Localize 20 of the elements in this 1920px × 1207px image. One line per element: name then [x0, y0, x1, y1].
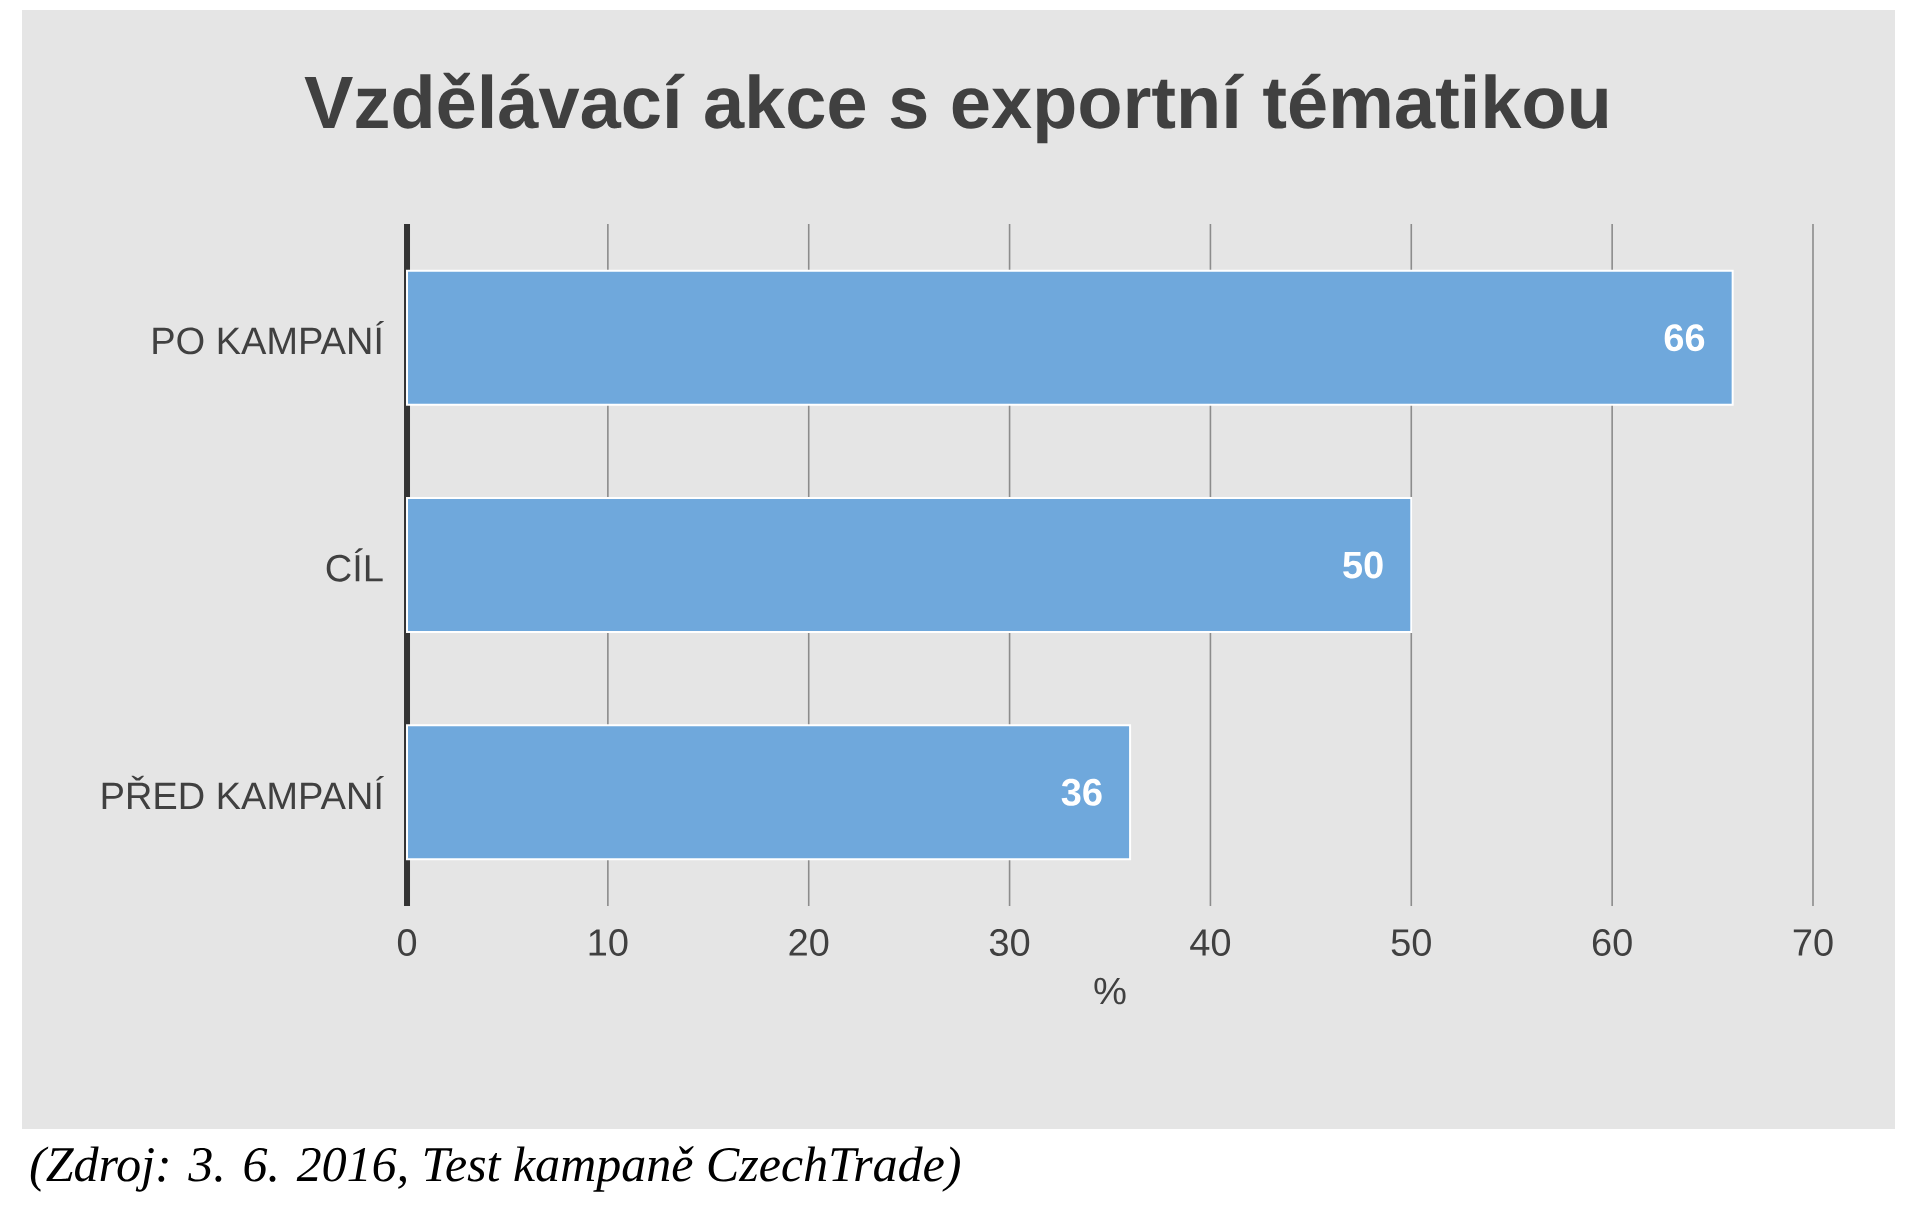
chart-title: Vzdělávací akce s exportní tématikou	[304, 72, 1607, 144]
text: (Zdroj: 3. 6. 2016, Test kampaně CzechTrade)	[30, 1146, 960, 1192]
x-tick-label: 20	[789, 929, 829, 956]
x-tick-label: 60	[1592, 929, 1632, 956]
y-tick-label: PO KAMPANÍ	[153, 321, 384, 355]
x-axis-title: %	[1094, 977, 1126, 1005]
data-label: 66	[1664, 324, 1705, 352]
y-tick-label: CÍL	[326, 548, 383, 582]
data-label: 36	[1061, 778, 1102, 806]
x-tick-label: 30	[989, 929, 1030, 956]
bar	[406, 269, 1734, 406]
x-tick-label: 10	[589, 929, 628, 956]
x-tick-label: 0	[397, 929, 417, 956]
bar	[406, 724, 1132, 861]
x-tick-label: 70	[1793, 929, 1833, 956]
bar	[406, 497, 1413, 634]
y-tick-label: PŘED KAMPANÍ	[102, 775, 384, 809]
data-label: 50	[1343, 551, 1383, 579]
x-tick-label: 50	[1391, 929, 1431, 956]
x-tick-label: 40	[1190, 929, 1231, 956]
